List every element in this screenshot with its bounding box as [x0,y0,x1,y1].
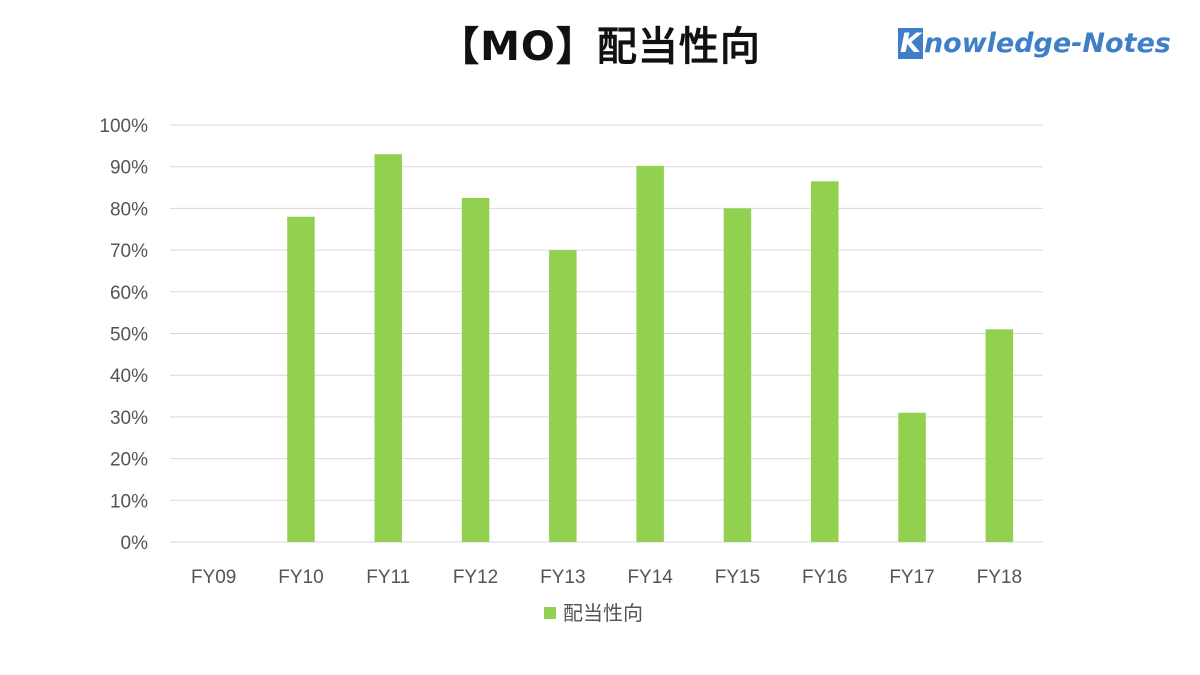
bar-fy17 [898,412,926,542]
y-tick-label: 10% [110,491,148,512]
y-tick-label: 0% [121,533,149,554]
bar-fy13 [549,250,577,542]
grid-lines [170,124,1043,543]
x-tick-label: FY10 [278,567,323,588]
x-tick-label: FY13 [540,567,585,588]
y-tick-label: 50% [110,325,148,346]
y-tick-label: 60% [110,283,148,304]
x-tick-label: FY15 [715,567,760,588]
x-tick-label: FY16 [802,567,847,588]
legend-swatch [544,607,556,619]
y-tick-label: 30% [110,408,148,429]
x-tick-label: FY17 [889,567,934,588]
y-tick-label: 90% [110,158,148,179]
bar-fy14 [636,165,664,542]
y-tick-label: 80% [110,199,148,220]
x-tick-label: FY09 [191,567,236,588]
bars [287,154,1014,543]
bar-fy12 [461,197,490,542]
bar-fy15 [723,208,752,542]
bar-fy11 [374,154,402,542]
y-tick-label: 20% [110,450,148,471]
watermark-initial: K [898,28,923,59]
bar-fy18 [985,329,1014,542]
x-tick-label: FY11 [366,567,410,588]
watermark-text: nowledge-Notes [923,28,1171,59]
x-axis-ticks: FY09 FY10 FY11 FY12 FY13 FY14 FY15 FY16 FY17 FY18 [191,567,1022,588]
y-axis-ticks: 0% 10% 20% 30% 40% 50% 60% 70% 80% 90% 100% [99,116,148,554]
x-tick-label: FY14 [627,567,673,588]
x-tick-label: FY18 [977,567,1022,588]
x-tick-label: FY12 [453,567,498,588]
legend-label: 配当性向 [563,601,643,625]
bar-fy10 [287,216,315,543]
y-tick-label: 40% [110,366,148,387]
legend: 配当性向 [544,601,643,625]
chart-title: 【MO】配当性向 [439,24,761,70]
y-tick-label: 100% [99,116,148,137]
bar-fy16 [811,181,839,543]
y-tick-label: 70% [110,241,148,262]
